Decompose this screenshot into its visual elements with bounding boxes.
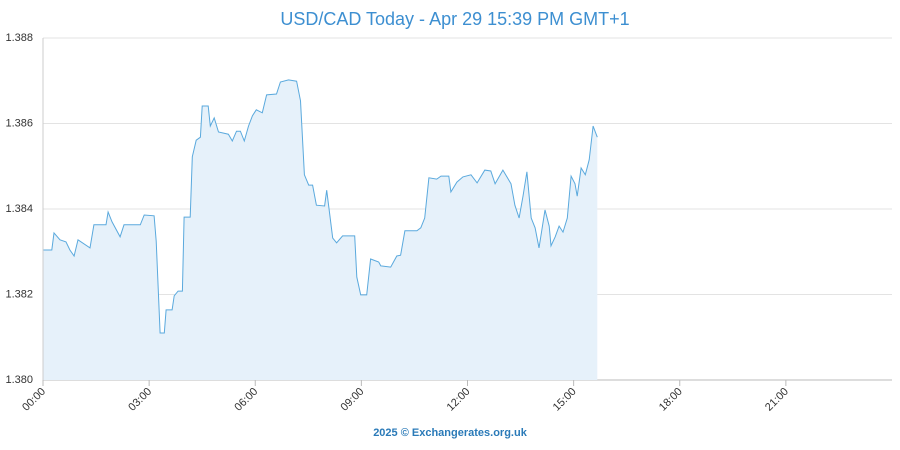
x-tick-label: 15:00 bbox=[551, 386, 579, 414]
line bbox=[43, 79, 598, 334]
x-tick-label: 06:00 bbox=[232, 386, 260, 414]
x-tick-label: 21:00 bbox=[763, 386, 791, 414]
x-tick-label: 18:00 bbox=[657, 386, 685, 414]
y-tick-label: 1.386 bbox=[5, 117, 33, 129]
x-tick-label: 03:00 bbox=[126, 386, 154, 414]
x-tick-label: 12:00 bbox=[445, 386, 473, 414]
y-tick-label: 1.382 bbox=[5, 288, 33, 300]
x-tick-label: 00:00 bbox=[20, 386, 48, 414]
y-tick-label: 1.380 bbox=[5, 374, 33, 386]
x-tick-label: 09:00 bbox=[339, 386, 367, 414]
chart-title: USD/CAD Today - Apr 29 15:39 PM GMT+1 bbox=[280, 9, 629, 29]
y-tick-label: 1.388 bbox=[5, 32, 33, 44]
credit: 2025 © Exchangerates.org.uk bbox=[373, 427, 528, 439]
area bbox=[43, 79, 598, 381]
y-tick-label: 1.384 bbox=[5, 203, 33, 215]
